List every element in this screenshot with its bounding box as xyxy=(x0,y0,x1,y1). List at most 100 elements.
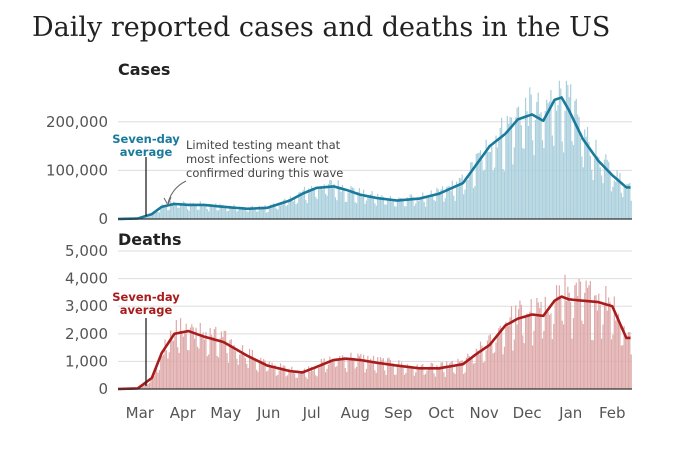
cases-daily-bar xyxy=(575,98,577,219)
cases-daily-bar xyxy=(410,194,413,219)
cases-daily-bar xyxy=(394,206,396,219)
deaths-daily-bar xyxy=(539,308,541,389)
cases-daily-bar xyxy=(177,207,179,219)
deaths-daily-bar xyxy=(368,363,370,389)
x-tick-label-apr: Apr xyxy=(170,404,197,422)
cases-daily-bar xyxy=(447,186,449,219)
deaths-daily-bar xyxy=(327,364,330,389)
deaths-daily-bar xyxy=(375,372,377,389)
deaths-daily-bar xyxy=(271,362,273,389)
cases-daily-bar xyxy=(268,206,270,219)
deaths-daily-bar xyxy=(319,365,321,389)
cases-daily-bar xyxy=(509,117,511,219)
deaths-daily-bar xyxy=(205,331,207,389)
cases-daily-bar xyxy=(492,170,494,219)
cases-daily-bar xyxy=(601,175,603,219)
deaths-daily-bar xyxy=(526,313,528,389)
cases-daily-bar xyxy=(167,210,169,219)
deaths-daily-bar xyxy=(181,332,183,389)
cases-daily-bar xyxy=(226,211,228,219)
deaths-daily-bar xyxy=(406,364,408,389)
cases-daily-bar xyxy=(351,187,353,219)
deaths-daily-bar xyxy=(250,358,252,389)
deaths-daily-bar xyxy=(495,342,497,389)
deaths-daily-bar xyxy=(326,368,328,389)
deaths-daily-bar xyxy=(140,386,142,389)
deaths-daily-bar xyxy=(499,325,501,389)
cases-daily-bar xyxy=(332,186,334,219)
cases-daily-bar xyxy=(210,205,213,219)
deaths-daily-bar xyxy=(386,358,389,389)
cases-daily-bar xyxy=(350,186,352,219)
deaths-daily-bar xyxy=(389,360,391,389)
cases-daily-bar xyxy=(327,184,330,219)
deaths-daily-bar xyxy=(562,324,565,389)
x-tick-label-may: May xyxy=(210,404,241,422)
x-tick-label-sep: Sep xyxy=(384,404,412,422)
x-tick-label-dec: Dec xyxy=(513,404,542,422)
deaths-daily-bar xyxy=(391,364,393,389)
cases-daily-bar xyxy=(529,87,531,219)
deaths-daily-bar xyxy=(343,356,345,389)
deaths-daily-bar xyxy=(433,373,435,389)
deaths-daily-bar xyxy=(219,338,221,389)
x-tick-label-jan: Jan xyxy=(558,404,582,422)
deaths-daily-bar xyxy=(196,346,199,389)
cases-seven-day-average-line xyxy=(117,96,631,221)
cases-daily-bar xyxy=(347,192,349,219)
cases-daily-bar xyxy=(389,196,391,219)
cases-daily-bar xyxy=(537,92,539,219)
deaths-daily-bar xyxy=(570,301,572,389)
cases-daily-bar xyxy=(264,205,266,219)
x-tick-label-mar: Mar xyxy=(126,404,155,422)
deaths-daily-bar xyxy=(609,302,611,389)
cases-daily-bar xyxy=(201,204,203,219)
cases-daily-bar xyxy=(627,184,629,219)
cases-daily-bar xyxy=(189,202,192,219)
cases-daily-bar xyxy=(168,209,170,219)
deaths-daily-bar xyxy=(261,360,263,389)
cases-daily-bar xyxy=(232,206,234,219)
cases-daily-bar xyxy=(515,117,517,219)
deaths-daily-bar xyxy=(472,363,475,389)
cases-daily-bar xyxy=(285,206,287,219)
deaths-daily-bar xyxy=(467,353,469,389)
deaths-daily-bar xyxy=(258,360,261,389)
deaths-daily-bar xyxy=(227,362,230,389)
cases-daily-bar xyxy=(463,194,465,219)
deaths-daily-bar xyxy=(581,320,583,389)
cases-daily-bar xyxy=(323,184,325,219)
deaths-daily-bar xyxy=(464,372,466,389)
cases-daily-bar xyxy=(451,180,453,219)
cases-daily-bar xyxy=(516,107,518,219)
cases-daily-bar xyxy=(461,174,463,219)
cases-daily-bar xyxy=(339,187,341,219)
cases-daily-bar xyxy=(543,148,545,219)
cases-daily-bar xyxy=(619,173,621,219)
cases-daily-bar xyxy=(455,181,458,219)
cases-daily-bar xyxy=(582,167,584,219)
deaths-daily-bar xyxy=(392,366,394,389)
deaths-daily-bar xyxy=(450,362,452,389)
deaths-daily-bar xyxy=(188,350,190,389)
deaths-daily-bar xyxy=(185,323,187,389)
deaths-daily-bar xyxy=(463,373,465,389)
cases-daily-bar xyxy=(171,203,173,219)
cases-y-tick-label: 100,000 xyxy=(46,161,108,179)
deaths-daily-bar xyxy=(524,315,527,389)
annotation-arrow xyxy=(167,180,187,204)
deaths-daily-bar xyxy=(223,330,225,389)
cases-daily-bar xyxy=(574,100,576,219)
deaths-daily-bar xyxy=(360,353,362,389)
cases-daily-bar xyxy=(629,182,631,219)
deaths-daily-bar xyxy=(358,356,361,389)
cases-daily-bar xyxy=(382,196,384,219)
cases-daily-bar xyxy=(227,210,230,219)
cases-daily-bar xyxy=(374,203,376,219)
x-tick-label-jun: Jun xyxy=(256,404,280,422)
deaths-daily-bar xyxy=(424,373,427,389)
cases-daily-bar xyxy=(391,201,393,219)
cases-daily-bar xyxy=(560,88,562,220)
deaths-daily-bar xyxy=(150,379,152,389)
